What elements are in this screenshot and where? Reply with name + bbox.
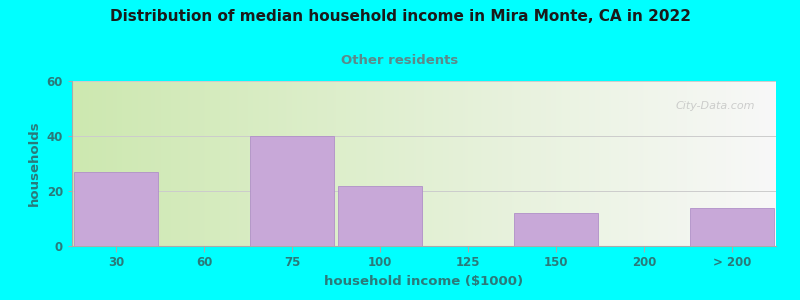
Bar bbox=[514, 213, 598, 246]
X-axis label: household income ($1000): household income ($1000) bbox=[325, 275, 523, 288]
Text: Other residents: Other residents bbox=[342, 54, 458, 67]
Bar bbox=[690, 208, 774, 246]
Bar bbox=[338, 185, 422, 246]
Y-axis label: households: households bbox=[28, 121, 41, 206]
Bar bbox=[74, 172, 158, 246]
Text: Distribution of median household income in Mira Monte, CA in 2022: Distribution of median household income … bbox=[110, 9, 690, 24]
Bar bbox=[250, 136, 334, 246]
Text: City-Data.com: City-Data.com bbox=[675, 101, 755, 111]
